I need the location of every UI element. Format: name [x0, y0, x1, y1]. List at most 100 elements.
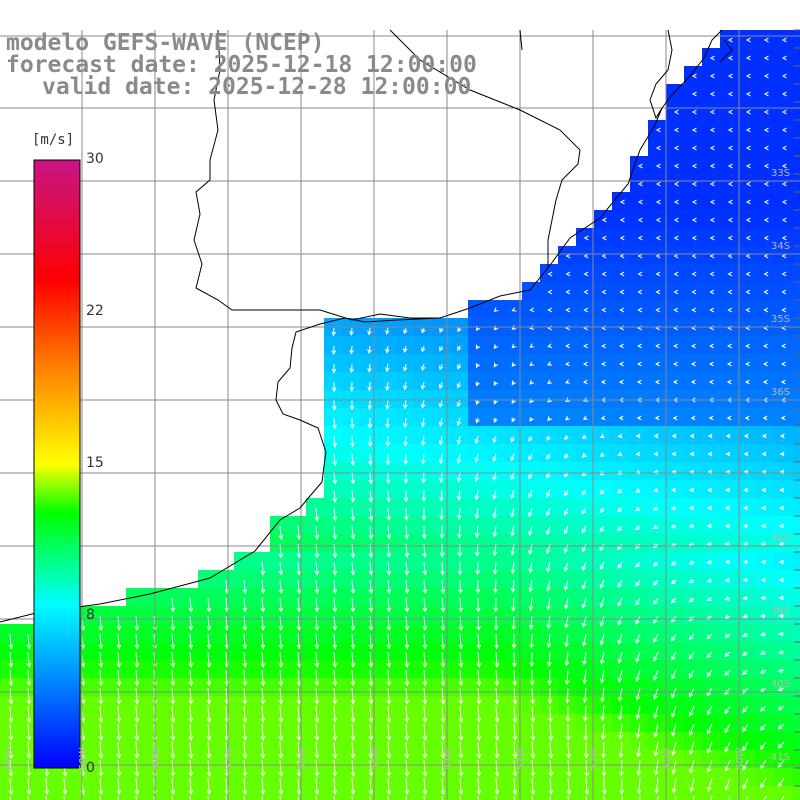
wind-cell	[108, 696, 127, 715]
wind-cell	[432, 516, 451, 535]
wind-arrow	[548, 651, 551, 666]
wind-arrow-head	[653, 675, 658, 681]
wind-cell	[378, 498, 397, 517]
wind-arrow-head	[420, 403, 426, 409]
wind-arrow-head	[98, 772, 104, 778]
wind-arrow-head	[278, 681, 284, 687]
wind-arrow	[279, 741, 282, 758]
wind-arrow-head	[777, 782, 783, 787]
wind-arrow	[477, 723, 480, 740]
wind-arrow	[423, 579, 426, 594]
wind-arrow-head	[188, 681, 194, 687]
wind-cell	[18, 786, 37, 800]
lat-label: 33S	[771, 168, 790, 179]
wind-cell	[720, 156, 739, 175]
wind-arrow	[117, 669, 120, 686]
wind-arrow	[351, 759, 354, 776]
wind-arrow	[333, 741, 336, 758]
wind-cell	[792, 624, 800, 643]
wind-cell	[504, 480, 523, 499]
wind-cell	[648, 642, 667, 661]
wind-arrow	[742, 669, 749, 675]
wind-arrow	[635, 651, 641, 663]
wind-cell	[666, 462, 685, 481]
wind-arrow-head	[547, 416, 552, 422]
wind-cell	[576, 750, 595, 769]
wind-cell	[792, 408, 800, 427]
wind-cell	[738, 48, 757, 67]
wind-arrow-head	[440, 662, 446, 668]
wind-arrow-head	[458, 736, 464, 742]
wind-arrow	[673, 777, 677, 793]
wind-arrow	[439, 417, 443, 426]
wind-cell	[612, 462, 631, 481]
wind-cell	[630, 426, 649, 445]
wind-arrow	[333, 777, 336, 794]
wind-arrow-head	[724, 541, 730, 547]
wind-arrow-head	[385, 386, 390, 392]
wind-arrow	[135, 633, 138, 649]
wind-arrow-head	[528, 568, 533, 574]
wind-cell	[468, 606, 487, 625]
wind-arrow	[620, 759, 623, 776]
wind-arrow	[117, 615, 120, 630]
wind-arrow-head	[688, 579, 694, 584]
wind-arrow-head	[368, 718, 374, 724]
wind-cell	[450, 660, 469, 679]
wind-arrow	[546, 489, 551, 497]
wind-arrow-head	[763, 235, 769, 241]
wind-arrow	[547, 597, 551, 610]
wind-arrow-head	[778, 541, 784, 547]
wind-arrow-head	[671, 769, 677, 775]
wind-cell	[738, 120, 757, 139]
wind-arrow	[440, 507, 443, 520]
wind-cell	[738, 768, 757, 787]
wind-arrow	[333, 453, 336, 466]
wind-arrow-head	[762, 379, 768, 385]
wind-cell	[666, 534, 685, 553]
wind-cell	[342, 606, 361, 625]
wind-arrow-head	[727, 235, 733, 241]
wind-cell	[504, 642, 523, 661]
wind-arrow	[531, 759, 534, 776]
wind-arrow	[689, 723, 695, 735]
wind-arrow	[386, 399, 389, 409]
wind-cell	[738, 642, 757, 661]
wind-arrow-head	[709, 73, 715, 79]
wind-cell	[522, 516, 541, 535]
wind-cell	[792, 480, 800, 499]
wind-arrow-head	[349, 330, 354, 336]
wind-cell	[432, 354, 451, 373]
wind-cell	[684, 570, 703, 589]
wind-arrow	[458, 489, 461, 501]
wind-cell	[756, 102, 775, 121]
wind-arrow	[369, 633, 372, 649]
wind-cell	[324, 498, 343, 517]
wind-cell	[396, 660, 415, 679]
wind-arrow-head	[618, 415, 624, 421]
wind-arrow-head	[528, 455, 533, 461]
wind-arrow	[567, 777, 570, 794]
wind-arrow	[547, 579, 551, 591]
wind-arrow	[333, 795, 335, 800]
wind-arrow	[9, 777, 12, 794]
wind-cell	[252, 750, 271, 769]
wind-arrow	[566, 651, 569, 666]
lat-label: 40S	[771, 679, 790, 690]
wind-arrow	[441, 633, 444, 649]
wind-arrow	[585, 777, 588, 794]
wind-cell	[450, 354, 469, 373]
wind-arrow-head	[529, 681, 535, 686]
wind-cell	[684, 192, 703, 211]
wind-cell	[666, 444, 685, 463]
wind-cell	[144, 660, 163, 679]
wind-arrow	[386, 345, 389, 353]
wind-arrow-head	[134, 681, 140, 687]
wind-arrow-head	[170, 754, 176, 760]
wind-arrow-head	[188, 644, 194, 650]
wind-cell	[324, 354, 343, 373]
wind-arrow-head	[260, 662, 266, 668]
wind-arrow-head	[760, 783, 765, 789]
wind-cell	[90, 750, 109, 769]
wind-cell	[270, 534, 289, 553]
